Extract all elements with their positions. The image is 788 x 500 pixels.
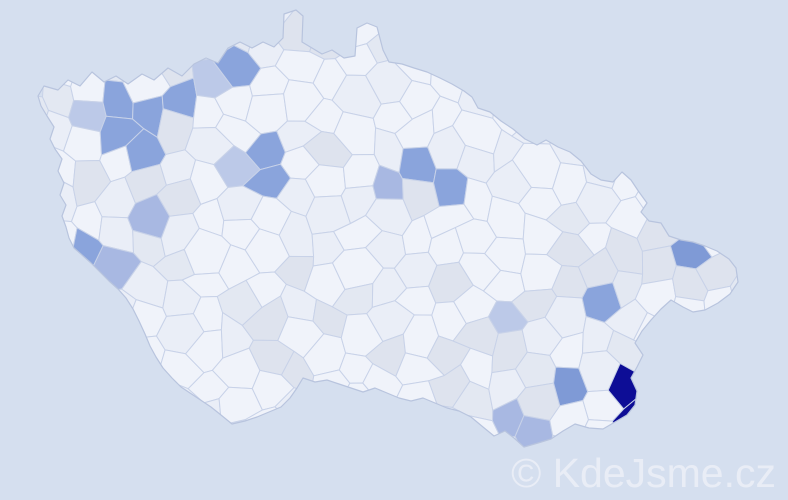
district-cell[interactable] — [729, 265, 763, 306]
district-cell-m8[interactable] — [433, 168, 469, 207]
country-border — [37, 9, 739, 448]
district-cell-g24[interactable] — [641, 245, 677, 285]
